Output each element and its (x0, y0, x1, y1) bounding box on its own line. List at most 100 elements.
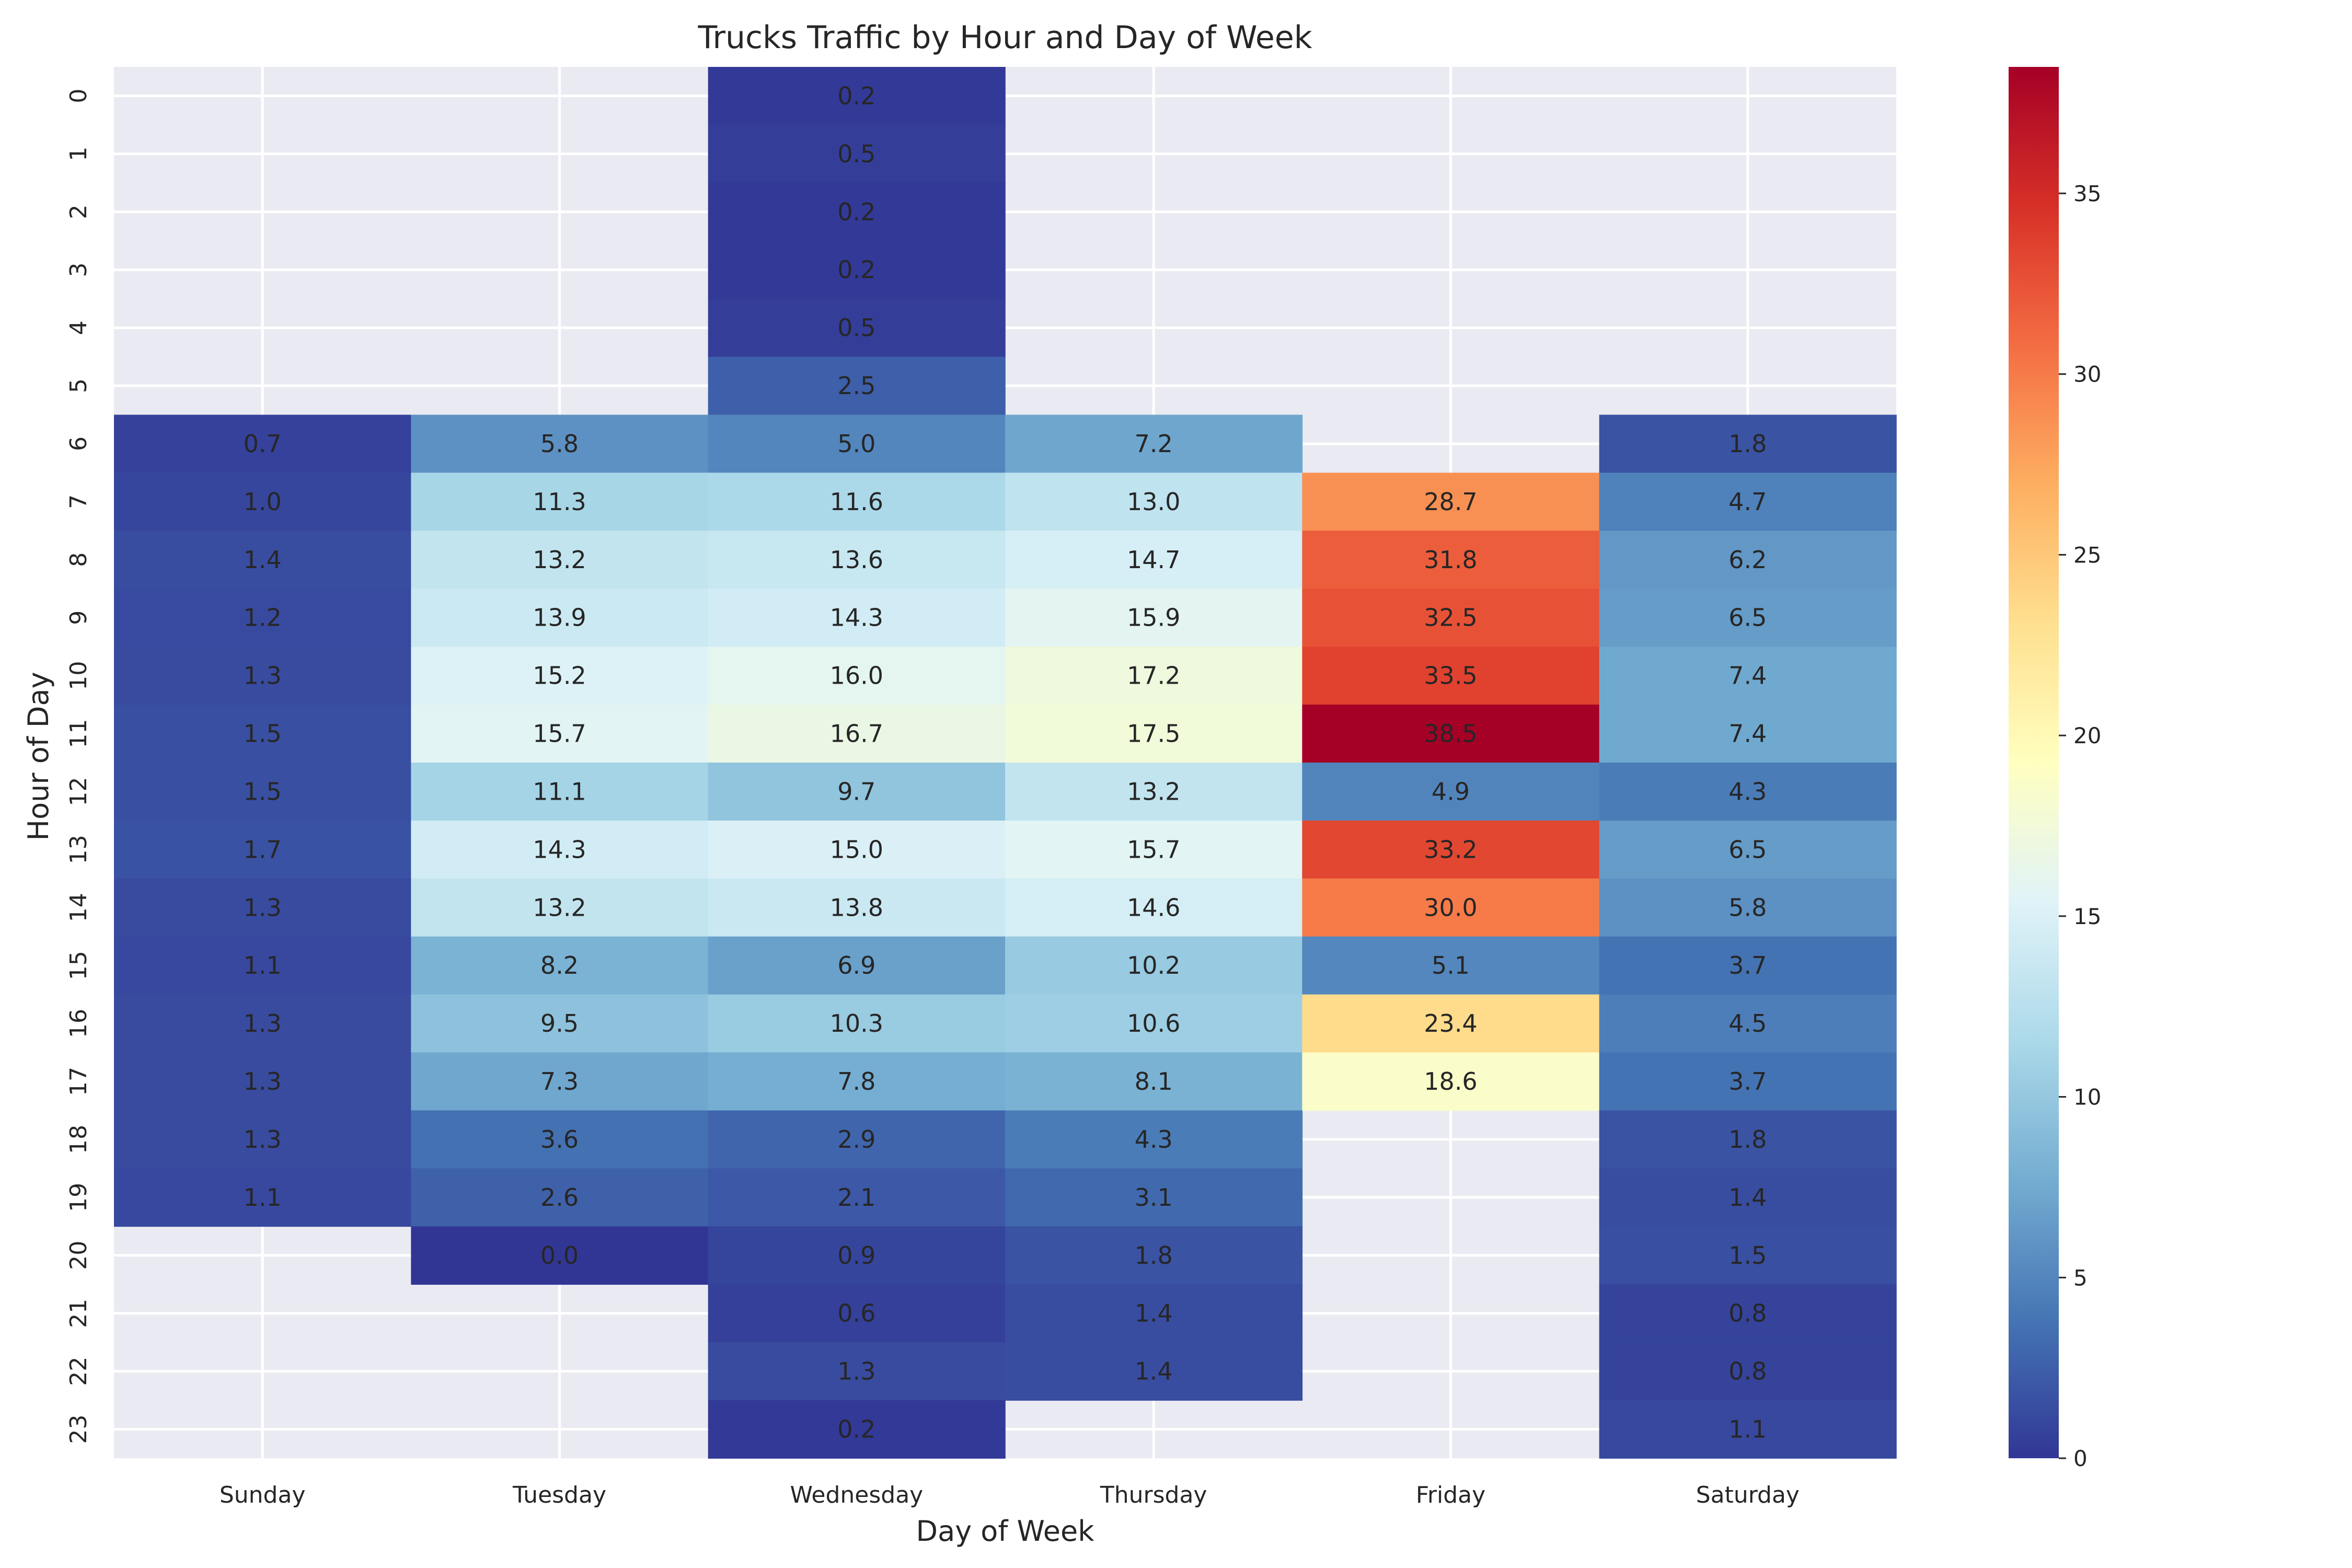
heatmap-cell (1599, 994, 1897, 1053)
cell-value-label: 23.4 (1424, 1009, 1477, 1037)
heatmap-cell (1005, 1284, 1303, 1343)
cell-labels: 0.2 0.5 0.2 0.2 0.5 2.5 0.7 5.8 5.0 7.2 1.8 1.0 11.3… (244, 82, 1767, 1443)
cell-value-label: 6.5 (1728, 835, 1767, 863)
heatmap-cell (1599, 531, 1897, 590)
cell-value-label: 33.5 (1424, 662, 1477, 690)
heatmap-cell (411, 472, 709, 532)
heatmap-cell (411, 820, 709, 879)
cell-value-label: 1.3 (837, 1357, 875, 1386)
cell-value-label: 6.5 (1728, 604, 1767, 632)
cell-value-label: 13.8 (830, 893, 883, 921)
cell-value-label: 0.6 (837, 1299, 875, 1328)
heatmap-cell (114, 472, 412, 532)
cell-value-label: 15.7 (1127, 835, 1180, 863)
cell-value-label: 32.5 (1424, 604, 1477, 632)
heatmap-cell (114, 878, 412, 937)
heatmap-cell (1599, 414, 1897, 474)
x-tick-label: Sunday (220, 1482, 306, 1508)
y-tick-label: 1 (65, 146, 92, 161)
cell-value-label: 30.0 (1424, 893, 1477, 921)
heatmap-cell (411, 647, 709, 705)
colorbar-tick-label: 20 (2073, 723, 2101, 748)
heatmap-cell (114, 414, 412, 474)
cell-value-label: 7.3 (540, 1067, 579, 1096)
heatmap-cell (1005, 589, 1303, 647)
heatmap-cell (1005, 763, 1303, 821)
cell-value-label: 14.7 (1127, 546, 1180, 574)
cell-value-label: 8.1 (1135, 1067, 1173, 1096)
cell-value-label: 1.3 (244, 1125, 282, 1154)
heatmap-cell (708, 182, 1006, 241)
heatmap-cell (114, 936, 412, 995)
heatmap-cell (1302, 763, 1600, 821)
heatmap-cell (411, 763, 709, 821)
x-tick-label: Saturday (1696, 1482, 1800, 1508)
cell-value-label: 1.4 (1135, 1357, 1173, 1386)
heatmap-cell (411, 994, 709, 1053)
heatmap-cell (1302, 878, 1600, 937)
x-axis-label: Day of Week (916, 1515, 1095, 1548)
heatmap-cell (114, 1168, 412, 1227)
heatmap-cell (1005, 414, 1303, 474)
heatmap-cell (1599, 705, 1897, 763)
heatmap-cell (411, 1110, 709, 1169)
heatmap-cell (708, 356, 1006, 416)
colorbar-tick-label: 5 (2073, 1265, 2088, 1290)
heatmap-cell (411, 1226, 709, 1285)
cell-value-label: 0.5 (837, 140, 875, 168)
y-tick-label: 8 (65, 552, 92, 567)
heatmap-cell (114, 1110, 412, 1169)
heatmap-cell (1005, 1342, 1303, 1401)
heatmap-cell (114, 647, 412, 705)
cell-value-label: 13.2 (1127, 777, 1180, 805)
heatmap-cell (114, 820, 412, 879)
heatmap-cell (1302, 647, 1600, 705)
y-tick-label: 10 (65, 661, 92, 690)
heatmap-cell (708, 1342, 1006, 1401)
cell-value-label: 6.9 (837, 951, 875, 979)
heatmap-cell (1005, 531, 1303, 590)
cell-value-label: 1.8 (1728, 430, 1767, 458)
y-tick-label: 4 (65, 320, 92, 335)
cell-value-label: 3.7 (1728, 951, 1767, 979)
cell-value-label: 1.3 (244, 893, 282, 921)
cell-value-label: 1.3 (244, 1009, 282, 1037)
heatmap-cell (708, 472, 1006, 532)
heatmap-cell (708, 298, 1006, 358)
heatmap-cell (708, 589, 1006, 647)
colorbar-tick-label: 30 (2073, 362, 2101, 387)
cell-value-label: 2.1 (837, 1183, 875, 1212)
heatmap-cell (114, 994, 412, 1053)
heatmap-cell (708, 705, 1006, 763)
heatmap-cell (708, 1110, 1006, 1169)
heatmap-cell (411, 1168, 709, 1227)
cell-value-label: 4.3 (1728, 777, 1767, 805)
cell-value-label: 1.3 (244, 1067, 282, 1096)
y-tick-label: 22 (65, 1357, 92, 1386)
cell-value-label: 14.3 (830, 604, 883, 632)
chart-title: Trucks Traffic by Hour and Day of Week (698, 19, 1312, 56)
colorbar (2009, 67, 2059, 1458)
cell-value-label: 4.3 (1135, 1125, 1173, 1154)
heatmap-cells (114, 67, 1897, 1459)
heatmap-cell (114, 763, 412, 821)
cell-value-label: 18.6 (1424, 1067, 1477, 1096)
heatmap-cell (1005, 705, 1303, 763)
y-tick-label: 3 (65, 262, 92, 277)
cell-value-label: 2.5 (837, 372, 875, 400)
cell-value-label: 13.2 (533, 546, 586, 574)
heatmap-cell (708, 936, 1006, 995)
cell-value-label: 7.4 (1728, 720, 1767, 748)
heatmap-cell (1005, 878, 1303, 937)
heatmap-cell (708, 763, 1006, 821)
cell-value-label: 14.3 (533, 835, 586, 863)
cell-value-label: 1.4 (1728, 1183, 1767, 1212)
cell-value-label: 5.8 (540, 430, 579, 458)
heatmap-cell (1599, 589, 1897, 647)
y-tick-label: 16 (65, 1009, 92, 1038)
cell-value-label: 5.8 (1728, 893, 1767, 921)
y-tick-label: 7 (65, 494, 92, 509)
cell-value-label: 0.9 (837, 1241, 875, 1270)
cell-value-label: 0.2 (837, 256, 875, 284)
heatmap-cell (1599, 1052, 1897, 1111)
